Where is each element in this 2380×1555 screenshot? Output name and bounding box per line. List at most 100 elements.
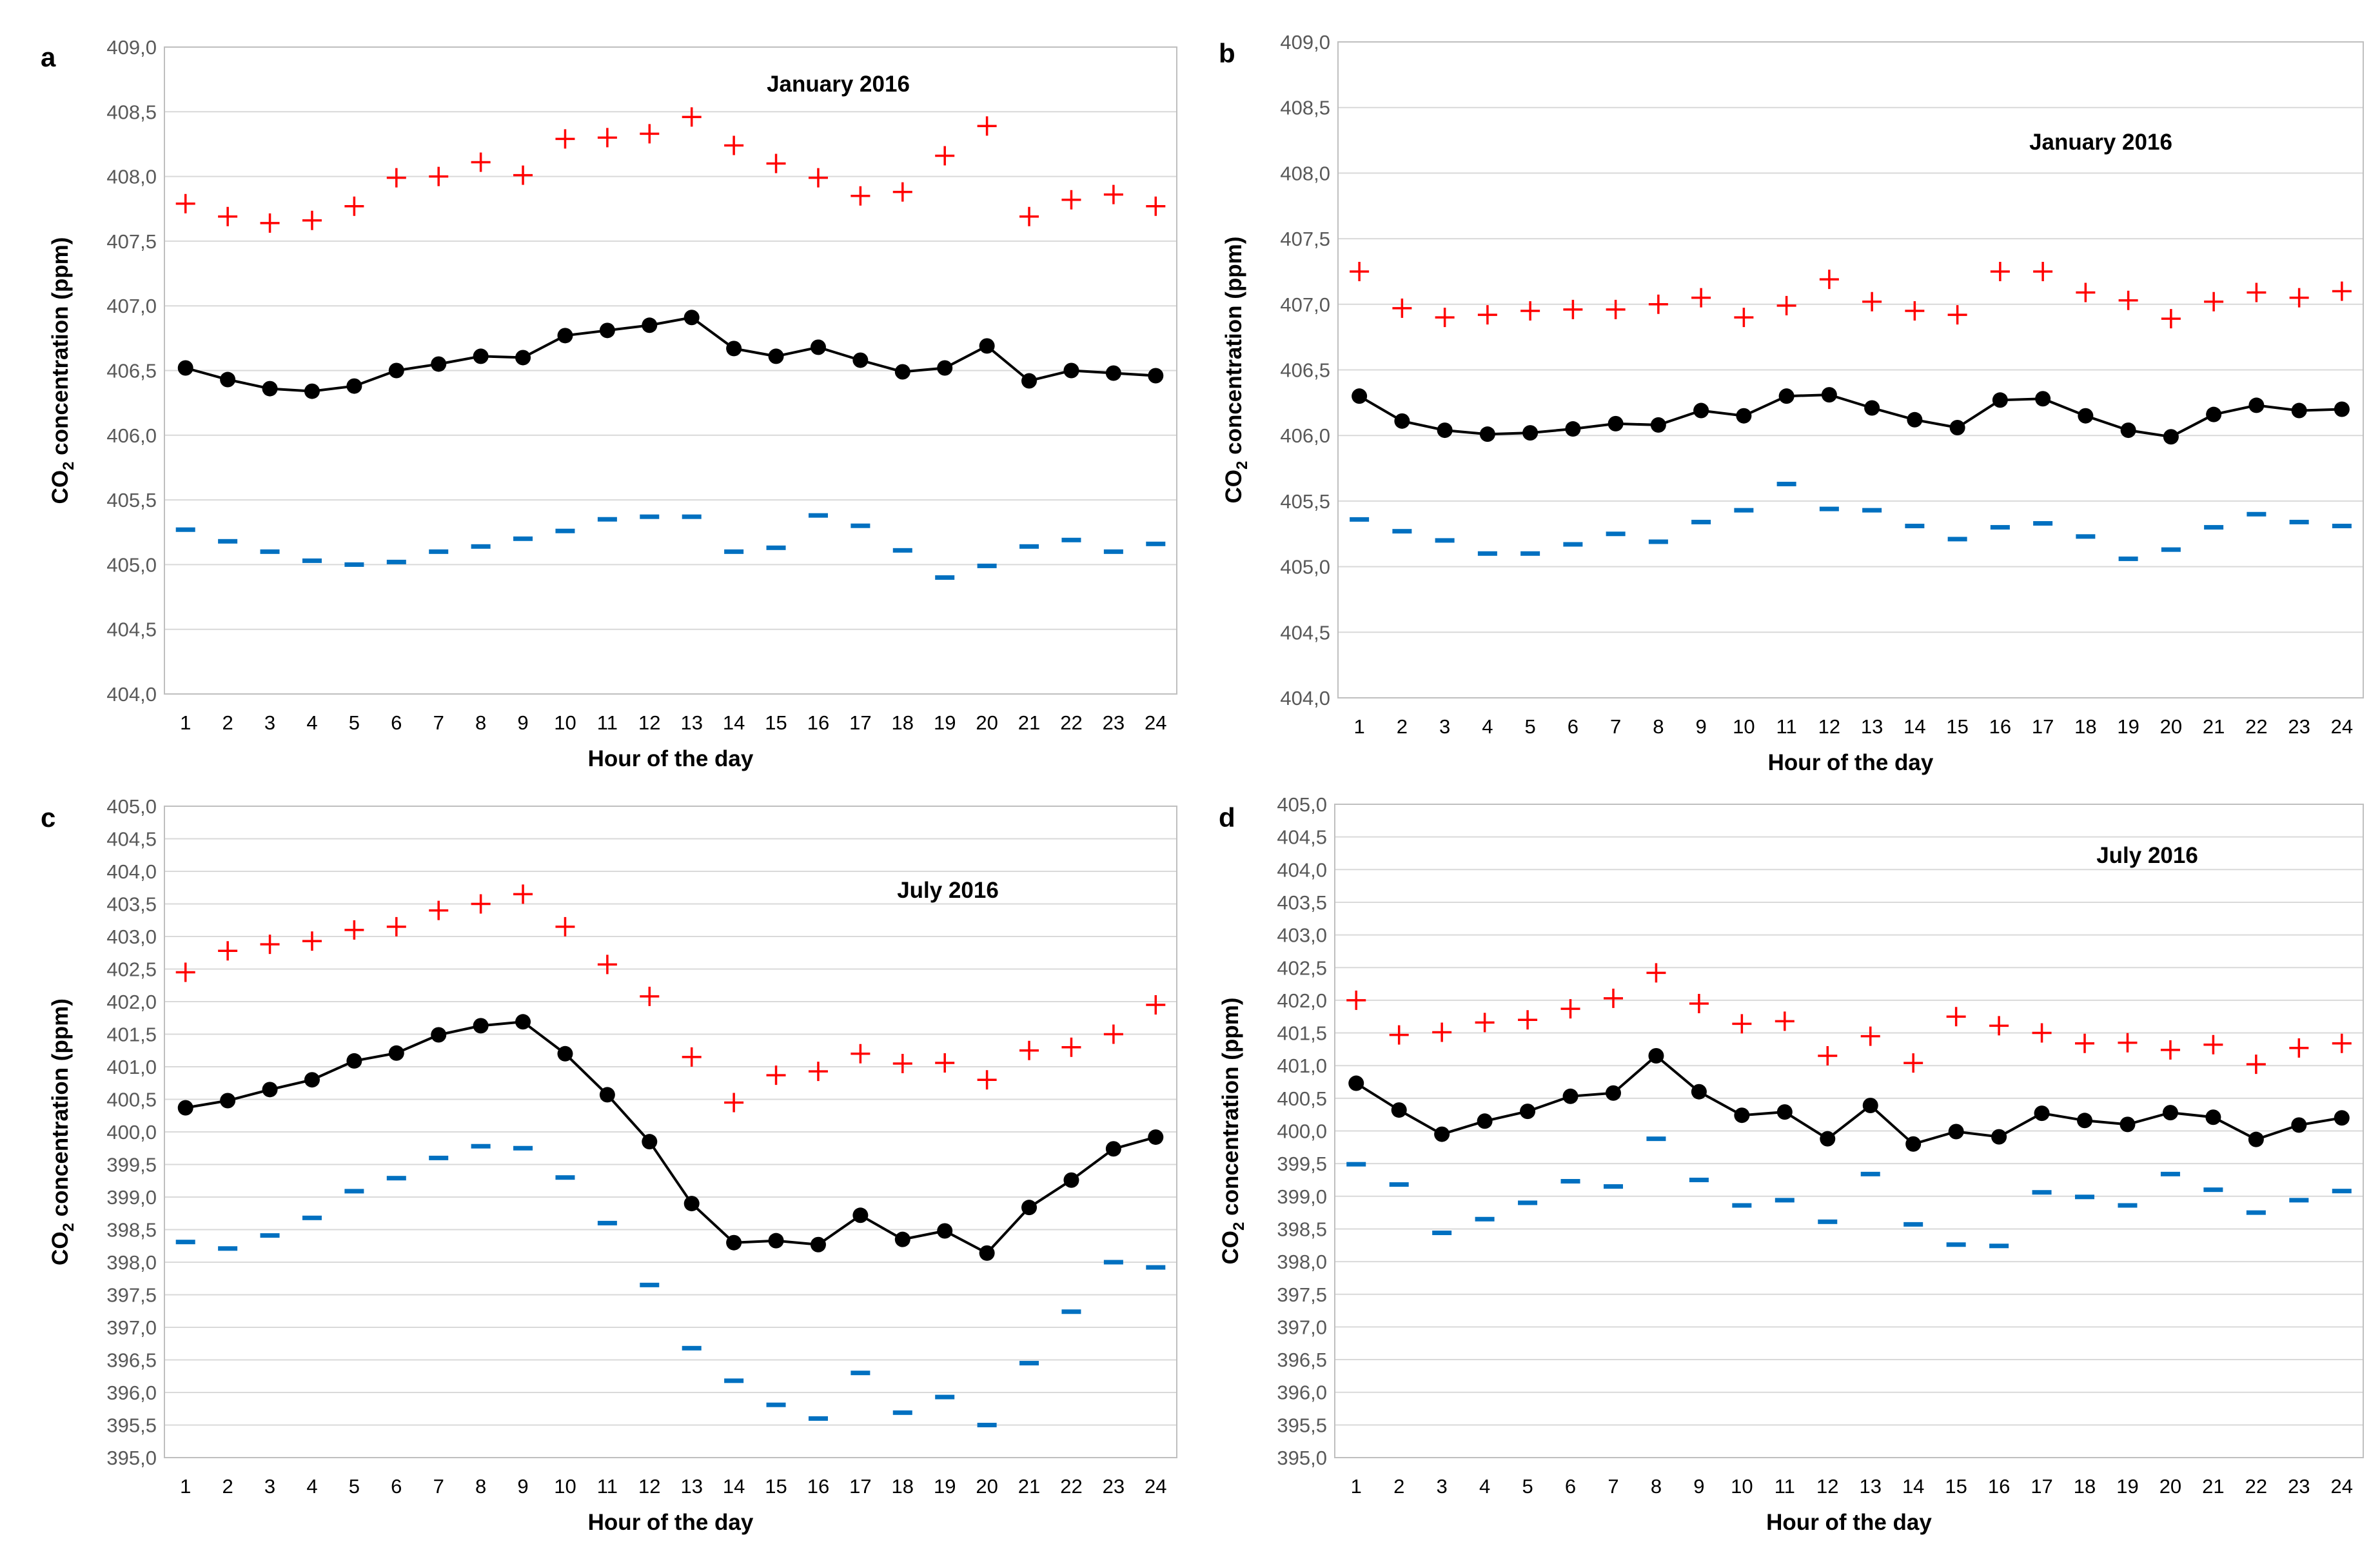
- chart-title: January 2016: [767, 72, 910, 97]
- data-point-mean: [642, 317, 658, 333]
- x-tick-label: 7: [433, 1475, 444, 1498]
- data-point-max: [682, 107, 702, 127]
- y-axis-label: CO2 concentration (ppm): [1221, 237, 1251, 504]
- data-point-mean: [388, 362, 404, 379]
- data-point-mean: [2034, 1105, 2050, 1122]
- data-point-mean: [1105, 365, 1121, 381]
- y-tick-label: 395,5: [1277, 1414, 1327, 1436]
- data-point-mean: [1693, 402, 1709, 419]
- data-point-min: [1606, 531, 1626, 537]
- data-point-min: [386, 559, 406, 564]
- x-axis-label: Hour of the day: [588, 746, 754, 771]
- x-tick-label: 1: [1351, 1475, 1362, 1498]
- data-point-min: [1819, 506, 1839, 511]
- y-tick-label: 405,0: [1277, 793, 1327, 816]
- data-point-min: [851, 523, 870, 528]
- y-tick-label: 399,5: [1277, 1153, 1327, 1175]
- x-tick-label: 18: [892, 711, 914, 734]
- x-tick-label: 24: [1145, 711, 1166, 734]
- data-point-max: [1560, 999, 1580, 1019]
- y-tick-label: 406,5: [1280, 359, 1330, 382]
- x-tick-label: 18: [892, 1475, 914, 1498]
- data-point-min: [2075, 1194, 2095, 1200]
- data-point-min: [682, 1345, 702, 1351]
- y-tick-label: 395,0: [106, 1447, 157, 1469]
- x-tick-label: 9: [517, 1475, 528, 1498]
- data-point-mean: [1562, 1088, 1578, 1104]
- data-point-max: [1648, 294, 1668, 314]
- data-point-mean: [852, 1207, 869, 1223]
- x-tick-label: 21: [1018, 711, 1040, 734]
- x-tick-label: 5: [349, 1475, 360, 1498]
- data-point-max: [597, 955, 617, 975]
- series-min: [1346, 1136, 2352, 1249]
- data-point-mean: [1105, 1141, 1121, 1157]
- series-line-mean: [1359, 393, 2342, 439]
- data-point-max: [344, 196, 364, 216]
- data-point-max: [892, 182, 912, 202]
- data-point-max: [1392, 298, 1412, 318]
- data-point-min: [2247, 511, 2267, 517]
- chart-panel-d: 395,0 395,5 396,0 396,5 397,0 397,5 398,0 398,5…: [1218, 793, 2364, 1535]
- x-tick-label: 7: [433, 711, 444, 734]
- data-point-min: [1603, 1184, 1623, 1189]
- data-point-max: [851, 1044, 870, 1064]
- data-point-max: [935, 146, 955, 166]
- y-tick-label: 400,5: [106, 1089, 157, 1111]
- data-point-max: [2033, 261, 2053, 281]
- data-point-mean: [431, 1027, 447, 1043]
- x-tick-label: 17: [849, 711, 871, 734]
- data-point-min: [1990, 525, 2010, 530]
- data-point-max: [260, 935, 280, 955]
- series-max: [175, 107, 1166, 233]
- data-point-mean: [1948, 1124, 1964, 1140]
- data-point-max: [1862, 292, 1882, 312]
- data-point-min: [1903, 1222, 1923, 1227]
- data-point-max: [2204, 292, 2224, 312]
- data-point-min: [892, 1410, 912, 1415]
- data-point-mean: [1907, 411, 1923, 428]
- x-tick-label: 5: [1522, 1475, 1533, 1498]
- y-tick-label: 404,5: [1280, 621, 1330, 644]
- data-point-min: [2289, 1198, 2309, 1203]
- x-tick-label: 18: [2074, 715, 2096, 738]
- x-tick-label: 1: [180, 1475, 191, 1498]
- x-tick-label: 17: [2032, 715, 2054, 738]
- x-tick-label: 6: [1568, 715, 1578, 738]
- data-point-max: [1734, 308, 1754, 328]
- data-point-max: [1389, 1025, 1409, 1045]
- x-tick-label: 6: [391, 1475, 402, 1498]
- data-point-max: [1146, 995, 1166, 1015]
- x-tick-label: 19: [2117, 715, 2139, 738]
- x-tick-label: 4: [306, 1475, 317, 1498]
- series-max: [1350, 261, 2352, 329]
- data-point-min: [1389, 1182, 1409, 1187]
- series-mean: [1348, 1048, 2350, 1152]
- data-point-min: [2161, 547, 2181, 552]
- data-point-min: [1518, 1200, 1538, 1205]
- x-tick-label: 16: [1988, 1475, 2010, 1498]
- data-point-mean: [177, 360, 193, 376]
- data-point-min: [724, 1378, 744, 1383]
- y-tick-label: 405,5: [106, 489, 157, 511]
- data-point-mean: [346, 1053, 362, 1069]
- data-point-max: [471, 152, 491, 172]
- data-point-mean: [2334, 1110, 2350, 1126]
- plot-area: [1337, 41, 2364, 698]
- data-point-min: [344, 1189, 364, 1194]
- data-point-min: [2289, 519, 2309, 524]
- x-tick-label: 3: [264, 1475, 275, 1498]
- data-point-min: [935, 575, 955, 580]
- data-point-max: [1346, 990, 1366, 1010]
- data-point-mean: [1477, 1113, 1493, 1129]
- x-tick-label: 9: [1696, 715, 1707, 738]
- data-point-max: [513, 884, 533, 904]
- x-tick-label: 16: [807, 1475, 829, 1498]
- data-point-min: [1435, 538, 1455, 543]
- data-point-max: [2289, 288, 2309, 308]
- data-point-max: [1903, 1053, 1923, 1073]
- x-tick-label: 13: [1861, 715, 1883, 738]
- data-point-max: [1691, 288, 1711, 308]
- data-point-mean: [2334, 401, 2350, 417]
- data-point-mean: [473, 1018, 489, 1034]
